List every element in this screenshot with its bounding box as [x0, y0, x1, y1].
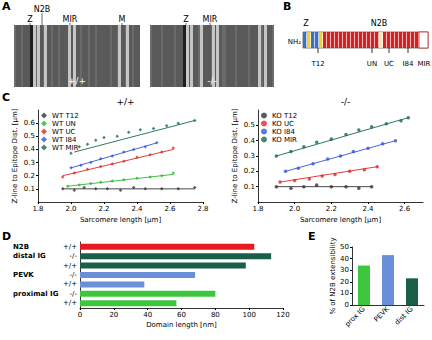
svg-text:D: D: [2, 230, 11, 243]
svg-text:Sarcomere length [µm]: Sarcomere length [µm]: [80, 216, 162, 224]
svg-text:0: 0: [78, 311, 82, 319]
svg-text:+/+: +/+: [63, 243, 77, 251]
svg-text:+/+: +/+: [116, 97, 134, 107]
svg-text:0.1: 0.1: [24, 185, 35, 193]
svg-text:0.5: 0.5: [24, 132, 35, 140]
svg-text:2.6: 2.6: [399, 205, 411, 213]
svg-text:KO UC: KO UC: [272, 120, 294, 128]
svg-text:MIR: MIR: [418, 60, 431, 68]
svg-text:UC: UC: [384, 60, 394, 68]
svg-text:-/-: -/-: [341, 97, 351, 107]
svg-text:2.0: 2.0: [289, 205, 300, 213]
svg-text:0.2: 0.2: [24, 172, 35, 180]
svg-text:I84: I84: [403, 60, 415, 68]
svg-text:0.6: 0.6: [24, 119, 36, 127]
svg-text:WT UC: WT UC: [52, 128, 76, 136]
svg-text:2.4: 2.4: [362, 205, 374, 213]
svg-text:KO MIR: KO MIR: [272, 136, 297, 144]
svg-text:N2B: N2B: [371, 19, 388, 28]
svg-text:N2B: N2B: [13, 243, 29, 251]
svg-text:40: 40: [340, 255, 349, 263]
svg-text:2.0: 2.0: [65, 205, 76, 213]
svg-text:WT I84: WT I84: [52, 136, 77, 144]
svg-text:80: 80: [211, 311, 220, 319]
svg-text:+/+: +/+: [63, 299, 77, 307]
svg-text:M: M: [119, 15, 126, 24]
svg-text:proximal IG: proximal IG: [13, 290, 59, 298]
svg-text:2.4: 2.4: [131, 205, 143, 213]
svg-text:2.6: 2.6: [164, 205, 176, 213]
svg-text:20: 20: [109, 311, 118, 319]
svg-text:0.5: 0.5: [244, 121, 255, 129]
svg-text:WT MIR: WT MIR: [52, 144, 79, 152]
svg-text:% of N2B extensibility: % of N2B extensibility: [329, 237, 337, 314]
svg-text:0.4: 0.4: [244, 137, 256, 145]
svg-text:Z-line to Epitope Dist. [µm]: Z-line to Epitope Dist. [µm]: [231, 108, 239, 203]
svg-text:50: 50: [340, 243, 349, 251]
svg-text:T12: T12: [310, 60, 324, 68]
svg-text:10: 10: [340, 289, 349, 297]
svg-text:2.2: 2.2: [98, 205, 109, 213]
svg-text:A: A: [2, 0, 11, 13]
svg-text:C: C: [2, 91, 10, 104]
svg-text:MIR: MIR: [63, 15, 78, 24]
svg-text:1.8: 1.8: [252, 205, 263, 213]
svg-text:distal IG: distal IG: [13, 252, 46, 260]
svg-text:Z: Z: [183, 15, 189, 24]
svg-text:PEVK: PEVK: [13, 271, 34, 279]
svg-text:KO I84: KO I84: [272, 128, 295, 136]
svg-text:Domain length [nm]: Domain length [nm]: [146, 321, 217, 329]
svg-text:2.8: 2.8: [197, 205, 208, 213]
svg-text:KO T12: KO T12: [272, 112, 297, 120]
svg-text:Z: Z: [303, 19, 309, 28]
svg-text:NH₂: NH₂: [288, 38, 302, 46]
svg-text:1.8: 1.8: [32, 205, 43, 213]
svg-text:2.2: 2.2: [326, 205, 337, 213]
svg-text:-/-: -/-: [207, 76, 217, 86]
svg-text:0.1: 0.1: [244, 183, 255, 191]
svg-text:0: 0: [345, 301, 349, 309]
svg-text:40: 40: [143, 311, 152, 319]
svg-text:prox IG: prox IG: [343, 305, 366, 328]
svg-text:dist IG: dist IG: [393, 305, 415, 327]
svg-text:100: 100: [242, 311, 255, 319]
svg-text:120: 120: [276, 311, 289, 319]
svg-text:N2B: N2B: [34, 5, 51, 14]
svg-text:B: B: [283, 0, 291, 13]
svg-text:30: 30: [340, 266, 349, 274]
svg-text:0.3: 0.3: [24, 159, 35, 167]
svg-text:PEVK: PEVK: [372, 305, 391, 324]
svg-text:0.4: 0.4: [24, 145, 36, 153]
svg-text:+/+: +/+: [63, 280, 77, 288]
svg-text:WT T12: WT T12: [52, 112, 79, 120]
svg-text:E: E: [308, 230, 316, 243]
svg-text:UN: UN: [367, 60, 377, 68]
svg-text:+/+: +/+: [63, 262, 77, 270]
svg-text:WT UN: WT UN: [52, 120, 76, 128]
svg-text:-/-: -/-: [70, 290, 78, 298]
svg-text:20: 20: [340, 278, 349, 286]
svg-text:-/-: -/-: [70, 252, 78, 260]
svg-text:-/-: -/-: [70, 271, 78, 279]
svg-text:Z: Z: [27, 15, 33, 24]
svg-text:+/+: +/+: [68, 76, 86, 86]
svg-text:MIR: MIR: [203, 15, 218, 24]
svg-text:60: 60: [177, 311, 186, 319]
svg-text:Z-line to Epitope Dist. [µm]: Z-line to Epitope Dist. [µm]: [11, 108, 19, 203]
svg-text:0.3: 0.3: [244, 152, 255, 160]
svg-text:0.2: 0.2: [244, 167, 255, 175]
svg-text:Sarcomere length [µm]: Sarcomere length [µm]: [300, 216, 382, 224]
